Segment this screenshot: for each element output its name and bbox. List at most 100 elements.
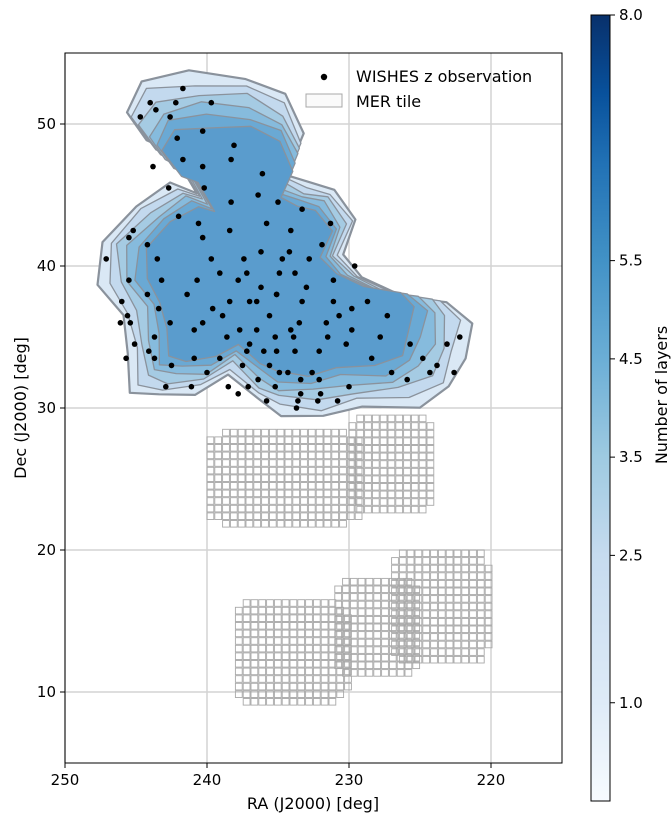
mer-tile — [305, 606, 313, 615]
observation-point — [368, 355, 375, 362]
mer-tile — [328, 682, 337, 691]
mer-tile — [253, 489, 262, 498]
observation-point — [146, 348, 152, 355]
mer-tile — [395, 505, 404, 514]
mer-tile — [395, 414, 404, 423]
mer-tile — [395, 483, 404, 491]
mer-tile — [414, 595, 423, 603]
mer-tile — [323, 482, 332, 490]
mer-tile — [445, 579, 454, 588]
mer-tile — [418, 422, 427, 430]
mer-tile — [268, 504, 277, 513]
mer-tile — [331, 504, 340, 513]
observation-point — [288, 227, 294, 234]
mer-tile — [414, 648, 423, 656]
mer-tile — [346, 512, 355, 520]
mer-tile — [348, 445, 357, 453]
mer-tile — [357, 600, 366, 609]
mer-tile — [387, 483, 396, 491]
y-tick-label: 10 — [37, 683, 56, 701]
mer-tile — [222, 504, 230, 513]
mer-tile — [461, 625, 470, 634]
mer-tile — [381, 669, 389, 677]
mer-tile — [323, 428, 332, 437]
mer-tile — [364, 467, 372, 476]
mer-tile — [245, 428, 254, 437]
mer-tile — [373, 669, 382, 677]
mer-tile — [437, 549, 446, 558]
observation-point — [184, 291, 190, 298]
colorbar-gradient — [590, 14, 611, 802]
mer-tile — [365, 608, 374, 616]
mer-tile — [250, 660, 259, 668]
mer-tile — [261, 444, 269, 452]
mer-tile — [300, 428, 308, 437]
mer-tile — [323, 451, 332, 460]
mer-tile — [395, 498, 404, 506]
mer-tile — [323, 512, 332, 520]
mer-tile — [339, 466, 347, 475]
mer-tile — [253, 444, 262, 452]
mer-tile — [276, 428, 285, 437]
mer-tile — [342, 615, 350, 624]
mer-tile — [412, 623, 421, 632]
observation-point — [123, 355, 129, 362]
mer-tile — [391, 595, 399, 603]
mer-tile — [328, 637, 337, 645]
mer-tile — [339, 459, 347, 467]
mer-tile — [245, 520, 254, 528]
mer-tile — [410, 475, 419, 483]
mer-tile — [412, 646, 421, 654]
mer-tile — [403, 452, 411, 461]
mer-tile — [328, 622, 337, 630]
observation-point — [351, 263, 358, 269]
mer-tile — [266, 690, 274, 698]
mer-tile — [398, 549, 407, 558]
observation-point — [330, 277, 337, 284]
mer-tile — [426, 475, 435, 483]
mer-tile — [258, 652, 267, 660]
mer-tile — [242, 622, 251, 630]
mer-tile — [281, 637, 290, 645]
mer-tile — [214, 459, 223, 467]
mer-tile — [398, 595, 407, 603]
mer-tile — [229, 466, 238, 475]
mer-tile — [328, 698, 337, 706]
mer-tile — [391, 633, 399, 641]
mer-tile — [388, 646, 397, 654]
mer-tile — [398, 655, 407, 664]
observation-point — [131, 341, 138, 347]
mer-tile — [349, 638, 358, 647]
observation-point — [334, 398, 341, 404]
observation-point — [127, 320, 134, 326]
observation-point — [404, 376, 411, 383]
mer-tile — [410, 414, 419, 423]
mer-tile — [320, 606, 329, 615]
mer-tile — [403, 505, 411, 514]
mer-tile — [328, 599, 337, 607]
mer-tile — [276, 474, 285, 482]
mer-tile — [266, 698, 274, 706]
mer-tile — [229, 520, 238, 528]
mer-tile — [289, 652, 298, 660]
mer-tile — [476, 617, 485, 626]
mer-tile — [403, 460, 411, 468]
mer-tile — [258, 599, 267, 607]
mer-tile — [426, 490, 435, 499]
mer-tile — [266, 622, 274, 630]
mer-tile — [281, 652, 290, 660]
mer-tile — [328, 629, 337, 638]
observation-point — [199, 163, 206, 170]
mer-tile — [305, 644, 313, 653]
mer-tile — [237, 428, 246, 437]
mer-tile — [430, 579, 438, 588]
mer-tile — [388, 638, 397, 647]
mer-tile — [222, 428, 230, 437]
mer-tile — [334, 653, 343, 662]
mer-tile — [356, 452, 365, 461]
mer-tile — [206, 497, 215, 505]
mer-tile — [305, 675, 313, 683]
mer-tile — [328, 614, 337, 622]
mer-tile — [379, 490, 388, 499]
observation-point — [286, 249, 293, 255]
